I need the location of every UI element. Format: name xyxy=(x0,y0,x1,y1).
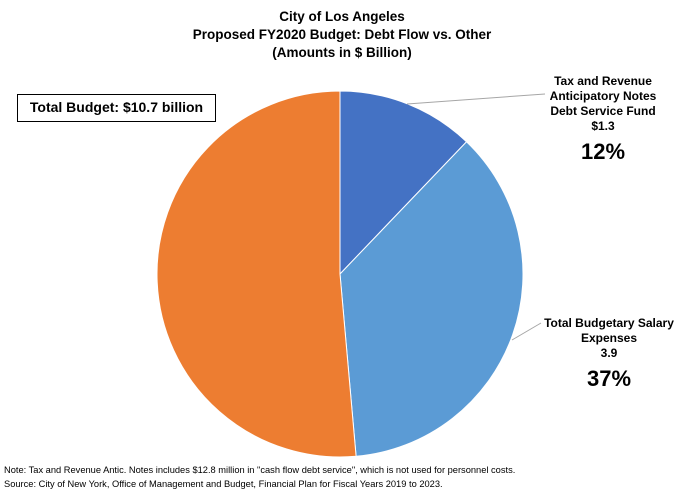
pie-slice-other xyxy=(156,90,357,458)
title-line-1: City of Los Angeles xyxy=(279,9,405,24)
slice-percent-debt: 12% xyxy=(580,139,626,164)
slice-label-salary-line-2: Expenses xyxy=(580,331,638,345)
title-line-3: (Amounts in $ Billion) xyxy=(272,45,412,60)
slice-label-debt: Tax and Revenue Anticipatory Notes Debt … xyxy=(528,74,678,166)
slice-label-debt-line-2: Anticipatory Notes xyxy=(549,89,657,103)
pie-slice-salary xyxy=(339,141,524,457)
leader-line-debt xyxy=(406,93,546,105)
total-budget-box: Total Budget: $10.7 billion xyxy=(17,94,216,122)
pie-slices xyxy=(156,90,524,458)
footnote-note: Note: Tax and Revenue Antic. Notes inclu… xyxy=(4,465,516,475)
slice-label-salary-line-1: Total Budgetary Salary xyxy=(544,316,674,330)
slice-percent-salary: 37% xyxy=(586,366,632,391)
slice-label-salary: Total Budgetary Salary Expenses 3.9 37% xyxy=(530,316,684,393)
chart-title: City of Los Angeles Proposed FY2020 Budg… xyxy=(0,8,684,62)
footnote-source: Source: City of New York, Office of Mana… xyxy=(4,479,443,489)
title-line-2: Proposed FY2020 Budget: Debt Flow vs. Ot… xyxy=(192,27,492,42)
slice-label-debt-line-3: Debt Service Fund xyxy=(550,104,656,118)
slice-label-debt-line-1: Tax and Revenue xyxy=(554,74,652,88)
footnotes: Note: Tax and Revenue Antic. Notes inclu… xyxy=(4,463,680,491)
slice-value-salary: 3.9 xyxy=(600,346,618,360)
leader-line-salary xyxy=(511,322,542,341)
slice-value-debt: $1.3 xyxy=(591,119,615,133)
